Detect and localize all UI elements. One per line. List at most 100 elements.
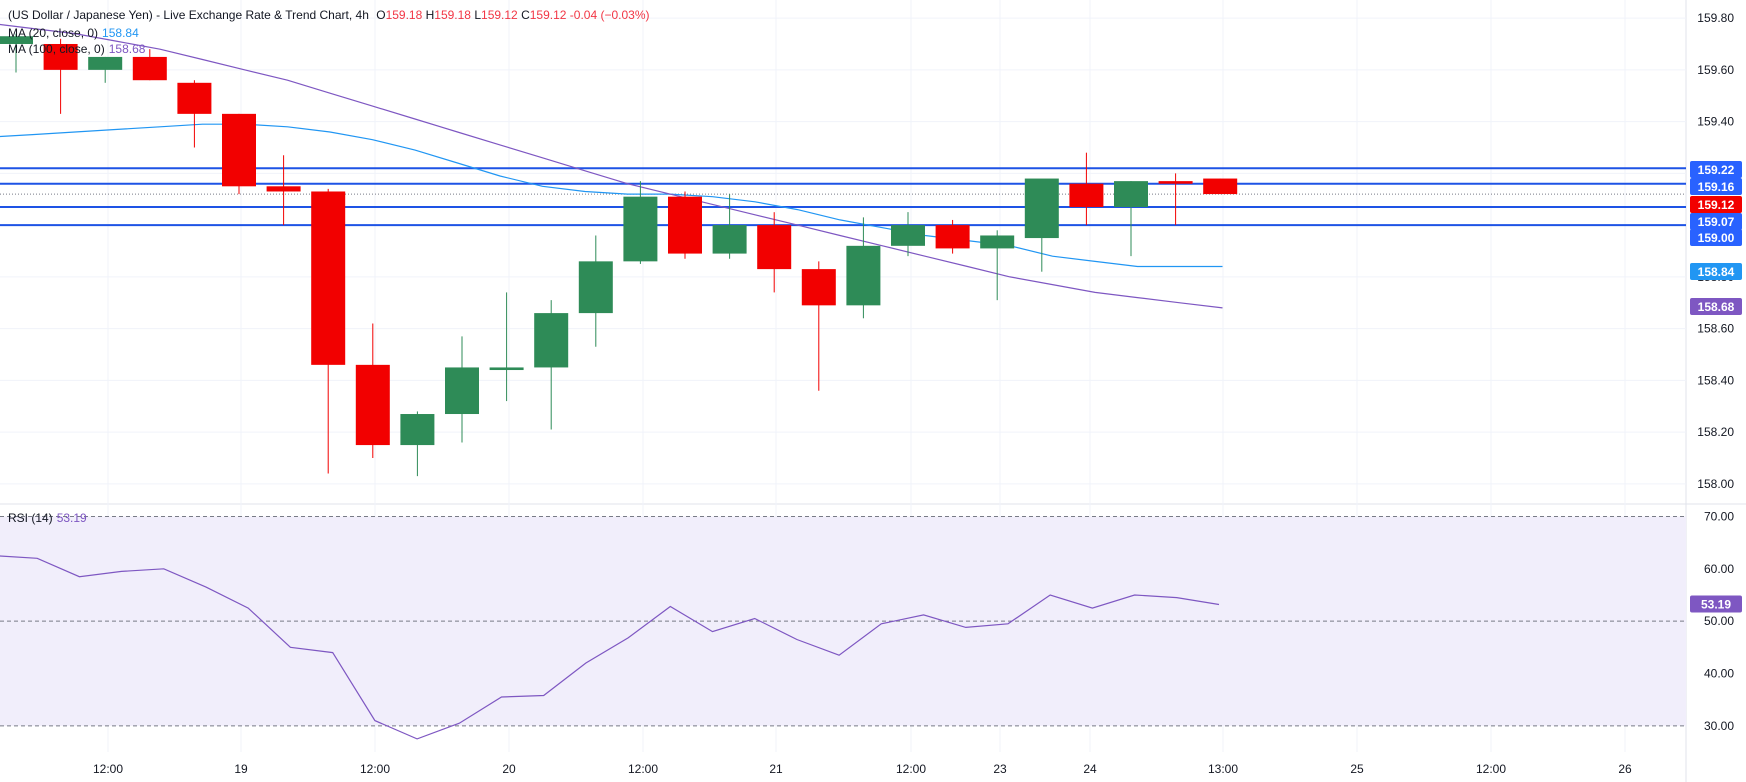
close-value: 159.12	[529, 8, 567, 22]
price-tag	[1690, 213, 1742, 230]
ma20-line	[0, 123, 1223, 268]
time-tick-label: 25	[1350, 762, 1364, 776]
candle-body	[0, 36, 33, 44]
rsi-tick-label: 40.00	[1704, 666, 1734, 680]
candle-body	[43, 43, 78, 70]
candle-body	[891, 225, 925, 246]
rsi-tick-label: 50.00	[1704, 614, 1734, 628]
candle-body	[935, 225, 970, 249]
price-tick-label: 159.80	[1697, 11, 1734, 25]
candle-body	[578, 261, 613, 314]
candle-body	[222, 113, 256, 187]
price-tag	[1690, 229, 1742, 246]
ma100-label: MA (100, close, 0)	[8, 42, 105, 56]
ma20-legend[interactable]: MA (20, close, 0) 158.84	[8, 26, 139, 41]
candle-body	[132, 56, 167, 81]
rsi-tick-label: 70.00	[1704, 509, 1734, 523]
time-tick-label: 19	[234, 762, 248, 776]
price-tick-label: 158.60	[1697, 322, 1734, 336]
price-tag	[1690, 196, 1742, 213]
price-tag-label: 158.84	[1698, 265, 1735, 279]
price-tag-label: 159.00	[1698, 231, 1735, 245]
candle-body	[534, 313, 569, 368]
ma100-line	[0, 23, 1223, 309]
candle-body	[266, 186, 301, 192]
rsi-tag	[1690, 595, 1742, 613]
price-tick-label: 158.00	[1697, 477, 1734, 491]
high-label: H	[425, 8, 435, 22]
candle-body	[980, 235, 1015, 249]
change-value: -0.04 (−0.03%)	[569, 8, 650, 22]
low-label: L	[474, 8, 482, 22]
candle-body	[757, 225, 792, 270]
candle-body	[1069, 183, 1104, 208]
candle-body	[177, 82, 212, 114]
price-tag	[1690, 263, 1742, 280]
low-value: 159.12	[481, 8, 518, 22]
rsi-tick-label: 30.00	[1704, 719, 1734, 733]
candle-body	[400, 414, 435, 446]
rsi-tick-label: 60.00	[1704, 562, 1734, 576]
rsi-tag-label: 53.19	[1701, 597, 1731, 611]
candle-body	[1158, 181, 1193, 184]
price-tick-label: 158.40	[1697, 373, 1734, 387]
candle-body	[88, 56, 123, 70]
time-tick-label: 20	[502, 762, 516, 776]
moving-averages	[0, 23, 1223, 309]
rsi-band	[0, 515, 1686, 727]
candle-body	[623, 196, 658, 262]
rsi-legend[interactable]: RSI (14) 53.19	[8, 511, 87, 526]
price-tick-label: 159.40	[1697, 115, 1734, 129]
price-tag-label: 159.16	[1698, 180, 1735, 194]
candle-body	[668, 196, 702, 254]
level-lines	[0, 167, 1686, 227]
candles	[0, 33, 1238, 477]
candle-body	[712, 225, 747, 254]
candle-body	[355, 364, 390, 446]
candle-body	[1203, 178, 1238, 195]
price-axis[interactable]: 158.00158.20158.40158.60158.80159.00159.…	[1690, 11, 1742, 733]
price-tag-label: 159.07	[1698, 215, 1735, 229]
ma20-value: 158.84	[102, 26, 139, 40]
price-tag-label: 159.12	[1698, 198, 1735, 212]
high-value: 159.18	[434, 8, 471, 22]
rsi-label: RSI (14)	[8, 511, 53, 525]
time-tick-label: 12:00	[93, 762, 123, 776]
time-axis[interactable]: 12:00 19 12:00 20 12:00 21 12:00 23 24 13:00 25 12:…	[93, 762, 1632, 776]
candle-body	[846, 245, 881, 306]
price-tag-label: 159.22	[1698, 163, 1735, 177]
price-tag-label: 158.68	[1698, 300, 1735, 314]
price-tick-label: 158.20	[1697, 425, 1734, 439]
close-label: C	[521, 8, 530, 22]
ma100-value: 158.68	[108, 42, 146, 56]
time-tick-label: 13:00	[1208, 762, 1238, 776]
time-tick-label: 12:00	[896, 762, 926, 776]
candle-body	[445, 367, 479, 415]
candle-body	[489, 367, 524, 371]
rsi-line	[0, 555, 1220, 740]
open-label: O	[376, 8, 386, 22]
price-tag	[1690, 178, 1742, 195]
candle-body	[801, 269, 836, 306]
ma20-label: MA (20, close, 0)	[8, 26, 99, 40]
rsi-value: 53.19	[56, 511, 87, 525]
time-tick-label: 26	[1618, 762, 1632, 776]
candle-body	[311, 191, 346, 365]
price-tag	[1690, 161, 1742, 178]
chart-title: (US Dollar / Japanese Yen) - Live Exchan…	[8, 8, 369, 22]
time-tick-label: 12:00	[628, 762, 658, 776]
open-value: 159.18	[385, 8, 423, 22]
price-tick-label: 159.60	[1697, 63, 1734, 77]
chart-header: (US Dollar / Japanese Yen) - Live Exchan…	[8, 8, 650, 23]
candle-body	[1024, 178, 1059, 239]
ma100-legend[interactable]: MA (100, close, 0) 158.68	[8, 42, 145, 57]
time-tick-label: 12:00	[1476, 762, 1506, 776]
candle-body	[1114, 181, 1148, 208]
time-tick-label: 24	[1083, 762, 1097, 776]
time-tick-label: 23	[993, 762, 1007, 776]
time-tick-label: 12:00	[360, 762, 390, 776]
time-tick-label: 21	[769, 762, 783, 776]
rsi-line-path	[0, 555, 1220, 740]
price-tag	[1690, 298, 1742, 315]
